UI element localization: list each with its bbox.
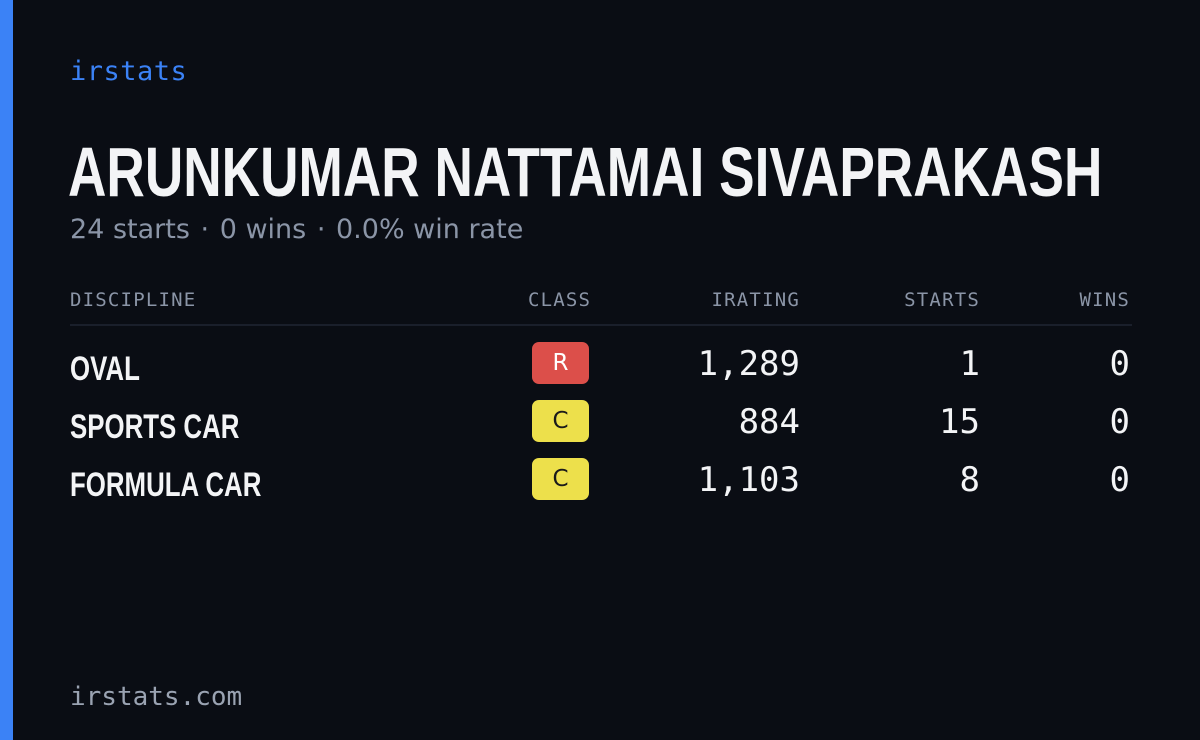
accent-bar: [0, 0, 13, 740]
discipline-label: FORMULA CAR: [70, 466, 262, 504]
starts-value: 8: [959, 460, 980, 500]
table-row: OVAL R 1,289 1 0: [0, 342, 1200, 400]
footer-url: irstats.com: [70, 682, 243, 712]
table-row: FORMULA CAR C 1,103 8 0: [0, 458, 1200, 516]
table-row: SPORTS CAR C 884 15 0: [0, 400, 1200, 458]
header-discipline: DISCIPLINE: [70, 289, 197, 311]
header-starts: STARTS: [904, 289, 980, 311]
discipline-label: OVAL: [70, 350, 140, 388]
summary-win-rate: 0.0% win rate: [336, 214, 524, 245]
summary-wins: 0 wins: [219, 214, 307, 245]
summary-separator: ·: [316, 214, 326, 245]
summary-stats: 24 starts · 0 wins · 0.0% win rate: [70, 214, 523, 245]
header-class: CLASS: [528, 289, 592, 311]
summary-separator: ·: [200, 214, 210, 245]
discipline-label: SPORTS CAR: [70, 408, 240, 446]
class-badge: R: [532, 342, 589, 384]
class-badge: C: [532, 458, 589, 500]
wins-value: 0: [1109, 344, 1130, 384]
header-irating: IRATING: [711, 289, 800, 311]
header-wins: WINS: [1079, 289, 1130, 311]
wins-value: 0: [1109, 402, 1130, 442]
irating-value: 1,289: [697, 344, 800, 384]
brand-logo: irstats: [70, 56, 188, 87]
irating-value: 884: [738, 402, 800, 442]
wins-value: 0: [1109, 460, 1130, 500]
class-badge: C: [532, 400, 589, 442]
starts-value: 15: [939, 402, 980, 442]
summary-starts: 24 starts: [70, 214, 190, 245]
starts-value: 1: [959, 344, 980, 384]
irating-value: 1,103: [697, 460, 800, 500]
driver-name: ARUNKUMAR NATTAMAI SIVAPRAKASH: [68, 133, 1103, 211]
header-divider: [70, 324, 1132, 326]
